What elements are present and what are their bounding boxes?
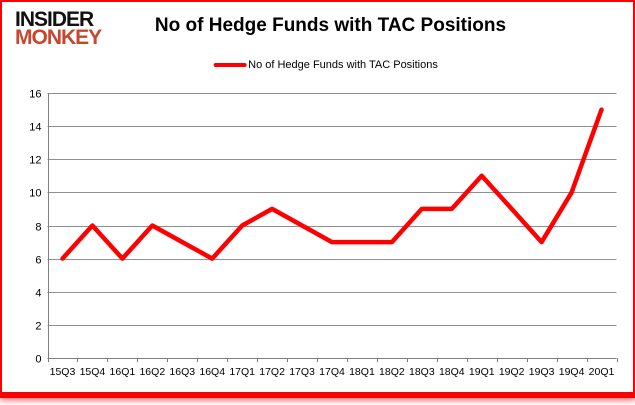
y-axis-tick-label: 16 [29,89,41,101]
chart-title: No of Hedge Funds with TAC Positions [154,15,507,36]
legend-line-marker [213,63,247,67]
insider-monkey-logo: INSIDER MONKEY [15,8,102,49]
y-axis-tick-label: 0 [35,354,41,366]
y-axis-tick-label: 2 [35,321,41,333]
logo-text-insider: INSIDER [15,8,94,31]
y-axis-tick-label: 8 [35,222,41,234]
hedge-funds-line-chart: 0 2 4 6 8 10 12 14 16 15Q3 15Q4 16Q1 16Q2 16Q3 16Q4 17Q… [29,89,618,378]
x-axis-tick-label: 17Q4 [319,366,345,378]
x-axis-tick-label: 16Q4 [199,366,225,378]
legend-series-label: No of Hedge Funds with TAC Positions [248,59,438,71]
y-axis-tick-label: 4 [35,288,41,300]
chart-legend: No of Hedge Funds with TAC Positions [213,59,438,71]
x-axis-tick-label: 18Q2 [379,366,405,378]
x-axis-tick-label: 18Q3 [409,366,435,378]
x-axis-tick-label: 20Q1 [589,366,615,378]
x-axis-tick-label: 18Q1 [349,366,375,378]
y-axis-tick-label: 14 [29,122,41,134]
logo-text-monkey: MONKEY [15,26,102,49]
x-axis-tick-label: 16Q2 [139,366,165,378]
y-axis-tick-label: 6 [35,255,41,267]
x-axis-tick-label: 19Q2 [499,366,525,378]
x-axis-tick-label: 15Q4 [80,366,106,378]
x-axis-tick-label: 19Q1 [469,366,495,378]
x-axis-tick-label: 16Q1 [110,366,136,378]
series-line [60,107,604,261]
x-axis-tick-label: 19Q4 [559,366,585,378]
x-axis-tick-label: 18Q4 [439,366,465,378]
x-axis-tick-label: 15Q3 [50,366,76,378]
y-axis-tick-label: 12 [29,155,41,167]
x-axis-tick-label: 17Q2 [259,366,285,378]
x-axis-tick-label: 19Q3 [529,366,555,378]
y-axis-tick-label: 10 [29,188,41,200]
x-axis-tick-label: 17Q3 [289,366,315,378]
x-axis-tick-label: 16Q3 [169,366,195,378]
x-axis-tick-label: 17Q1 [229,366,255,378]
